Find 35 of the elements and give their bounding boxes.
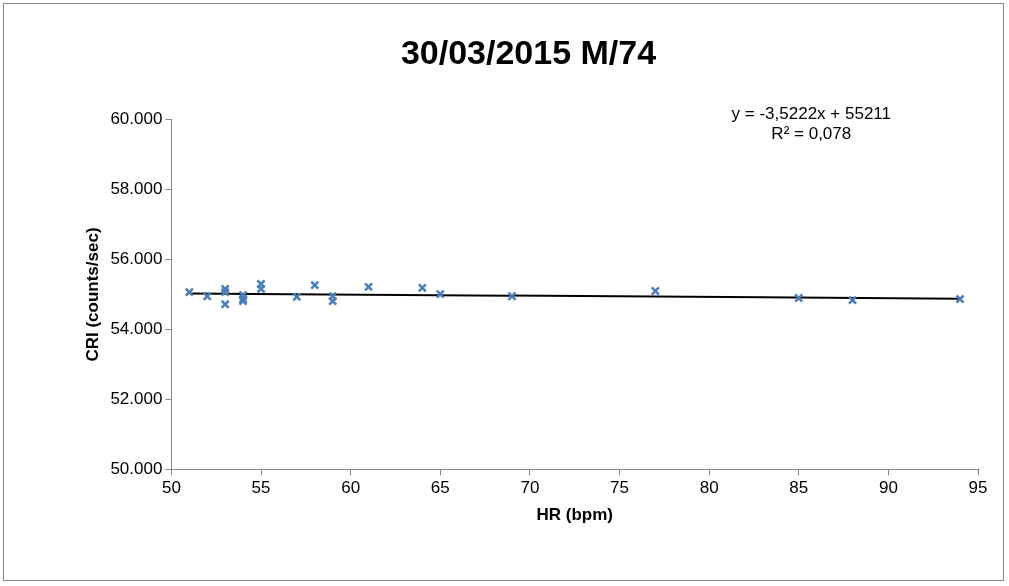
y-tick-label: 58.000 [110, 179, 163, 199]
point [292, 292, 302, 302]
x-tick-label: 80 [699, 478, 719, 498]
x-tick-label: 85 [789, 478, 809, 498]
point [650, 286, 661, 296]
point [507, 291, 517, 302]
point [435, 289, 446, 299]
y-tick-label: 56.000 [110, 249, 163, 269]
point [184, 287, 195, 297]
x-tick-label: 60 [341, 478, 361, 498]
point [202, 291, 213, 302]
point [955, 294, 965, 304]
point [847, 295, 858, 305]
y-tick-label: 52.000 [110, 389, 163, 409]
point [327, 291, 338, 302]
x-tick-label: 75 [610, 478, 629, 498]
point [793, 293, 804, 303]
annotation: R² = 0,078 [770, 124, 853, 144]
point [363, 282, 374, 292]
y-tick-label: 60.000 [110, 109, 163, 129]
y-tick-label: 54.000 [110, 319, 163, 339]
point [417, 283, 428, 293]
x-axis-title: HR (bpm) [536, 505, 613, 525]
annotation: y = -3,5222x + 55211 [731, 104, 891, 124]
x-tick-label: 55 [251, 478, 271, 498]
x-tick-label: 50 [161, 478, 181, 498]
y-tick-label: 50.000 [110, 458, 163, 478]
point [310, 280, 320, 290]
x-tick-label: 95 [968, 478, 988, 498]
chart-title: 30/03/2015 M/74 [400, 32, 657, 71]
x-tick-label: 70 [520, 478, 540, 498]
y-axis-title: CRI (counts/sec) [82, 227, 102, 362]
point [220, 299, 230, 310]
x-tick-label: 65 [430, 478, 450, 498]
x-tick-label: 90 [878, 478, 898, 498]
